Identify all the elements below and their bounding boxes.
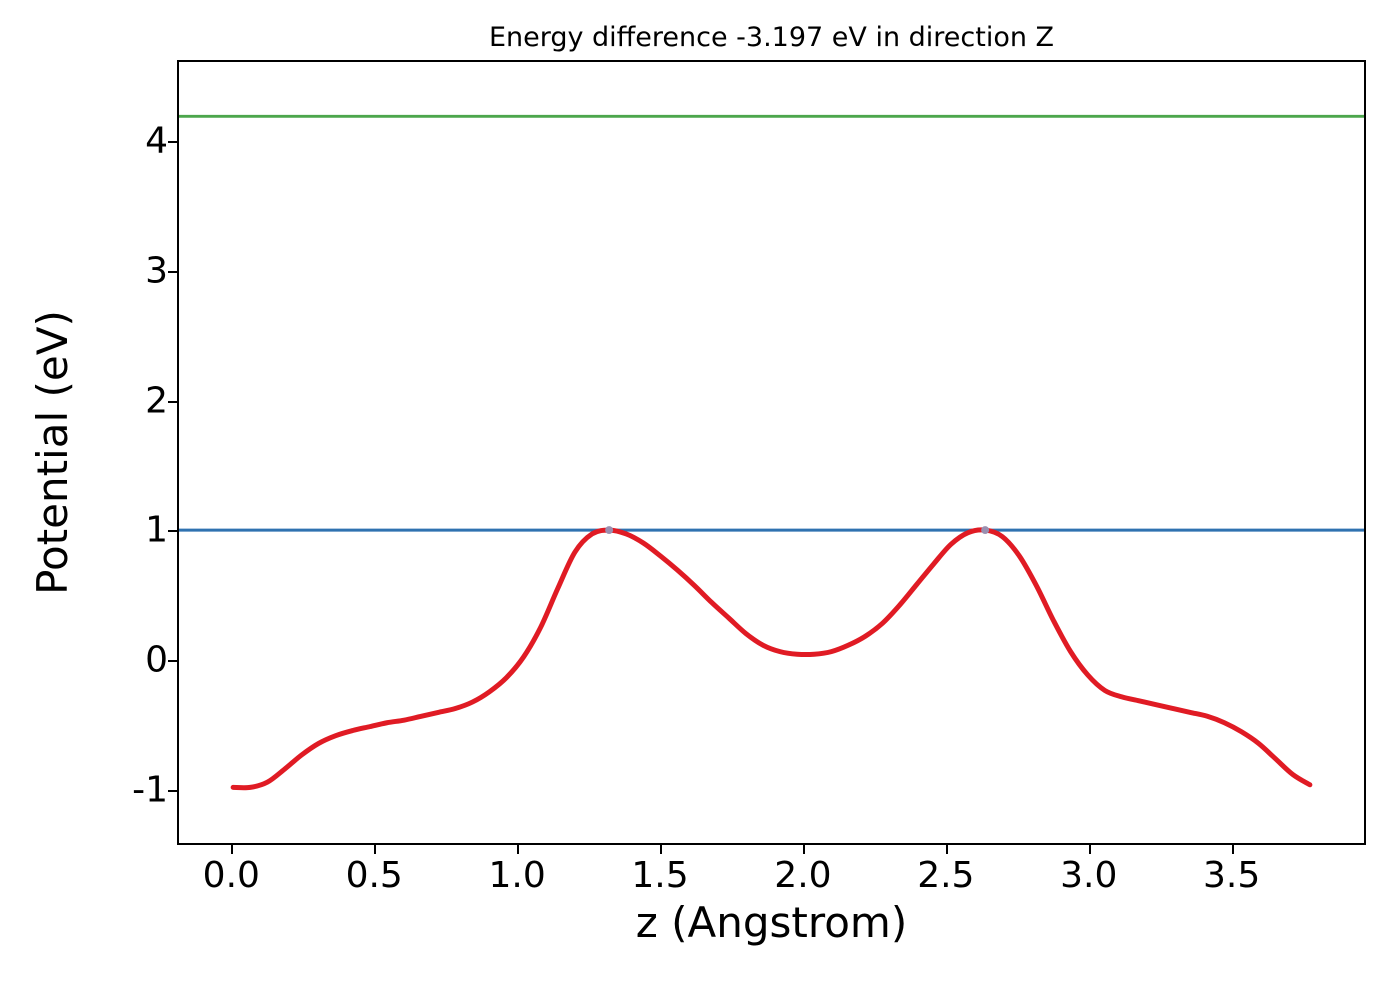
x-tick-mark xyxy=(517,845,520,854)
x-tick-label: 3.0 xyxy=(1060,855,1118,896)
x-tick-mark xyxy=(660,845,663,854)
x-tick-label: 0.5 xyxy=(345,855,403,896)
y-tick-label: -1 xyxy=(132,769,168,811)
y-axis-label: Potential (eV) xyxy=(27,310,77,595)
x-tick-mark xyxy=(374,845,377,854)
x-tick-mark xyxy=(1231,845,1234,854)
peak-markers xyxy=(605,526,990,535)
x-tick-mark xyxy=(1088,845,1091,854)
peak-marker xyxy=(605,526,614,535)
y-tick-label: 4 xyxy=(145,120,168,162)
x-tick-label: 1.0 xyxy=(488,855,546,896)
y-tick-mark xyxy=(168,400,177,403)
y-tick-mark xyxy=(168,790,177,793)
potential-curve-group xyxy=(230,527,1313,791)
chart-title: Energy difference -3.197 eV in direction… xyxy=(488,22,1055,53)
y-tick-mark xyxy=(168,530,177,533)
x-tick-label: 2.5 xyxy=(917,855,975,896)
x-tick-label: 2.0 xyxy=(774,855,832,896)
y-tick-mark xyxy=(168,660,177,663)
plot-svg xyxy=(179,114,1364,791)
x-tick-mark xyxy=(802,845,805,854)
x-axis-label: z (Angstrom) xyxy=(635,898,908,947)
x-tick-mark xyxy=(945,845,948,854)
x-tick-label: 3.5 xyxy=(1203,855,1261,896)
y-tick-label: 2 xyxy=(145,380,168,421)
x-tick-mark xyxy=(231,845,234,854)
x-axis-tick-labels: 0.0 0.5 1.0 1.5 2.0 2.5 3.0 3.5 xyxy=(177,855,1366,900)
potential-curve xyxy=(230,527,1313,791)
plot-area xyxy=(177,60,1366,845)
x-axis-tick-marks xyxy=(177,845,1366,854)
peak-marker xyxy=(981,526,990,535)
y-axis-tick-marks xyxy=(168,60,177,845)
y-tick-mark xyxy=(168,270,177,273)
y-tick-label: 3 xyxy=(145,250,168,292)
y-axis-tick-labels: -1 0 1 2 3 4 xyxy=(80,60,168,845)
y-tick-label: 1 xyxy=(145,509,168,551)
x-tick-label: 1.5 xyxy=(631,855,689,896)
x-tick-label: 0.0 xyxy=(202,855,260,896)
y-tick-label: 0 xyxy=(145,639,168,681)
y-tick-mark xyxy=(168,140,177,143)
